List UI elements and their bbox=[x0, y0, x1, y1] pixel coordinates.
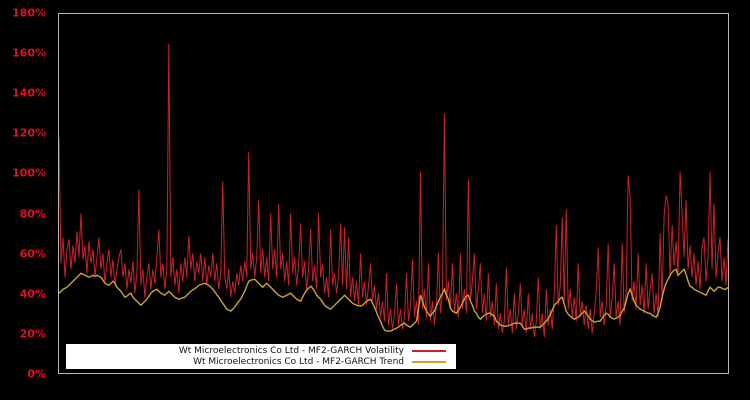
y-tick-label: 80% bbox=[19, 207, 46, 221]
y-tick-label: 160% bbox=[12, 46, 46, 60]
series-line bbox=[59, 268, 728, 332]
legend: Wt Microelectronics Co Ltd - MF2-GARCH V… bbox=[66, 344, 456, 369]
series-plot-svg bbox=[59, 43, 728, 338]
plot-area bbox=[58, 13, 729, 374]
legend-item-trend: Wt Microelectronics Co Ltd - MF2-GARCH T… bbox=[66, 357, 456, 368]
legend-label-volatility: Wt Microelectronics Co Ltd - MF2-GARCH V… bbox=[178, 345, 404, 356]
y-tick-label: 180% bbox=[12, 6, 46, 20]
legend-line-swatch-volatility bbox=[412, 350, 446, 352]
legend-item-volatility: Wt Microelectronics Co Ltd - MF2-GARCH V… bbox=[66, 346, 456, 357]
legend-line-swatch-trend bbox=[412, 361, 446, 363]
y-tick-label: 60% bbox=[19, 247, 46, 261]
y-tick-label: 40% bbox=[19, 287, 46, 301]
y-tick-label: 140% bbox=[12, 86, 46, 100]
y-axis-tick-labels: 180% 160% 140% 120% 100% 80% 60% 40% 20% 0% bbox=[0, 7, 52, 381]
y-tick-label: 120% bbox=[12, 126, 46, 140]
y-tick-label: 100% bbox=[12, 166, 46, 180]
y-tick-label: 20% bbox=[19, 327, 46, 341]
legend-label-trend: Wt Microelectronics Co Ltd - MF2-GARCH T… bbox=[193, 356, 404, 367]
y-tick-label: 0% bbox=[27, 367, 46, 381]
series-line bbox=[59, 43, 728, 338]
